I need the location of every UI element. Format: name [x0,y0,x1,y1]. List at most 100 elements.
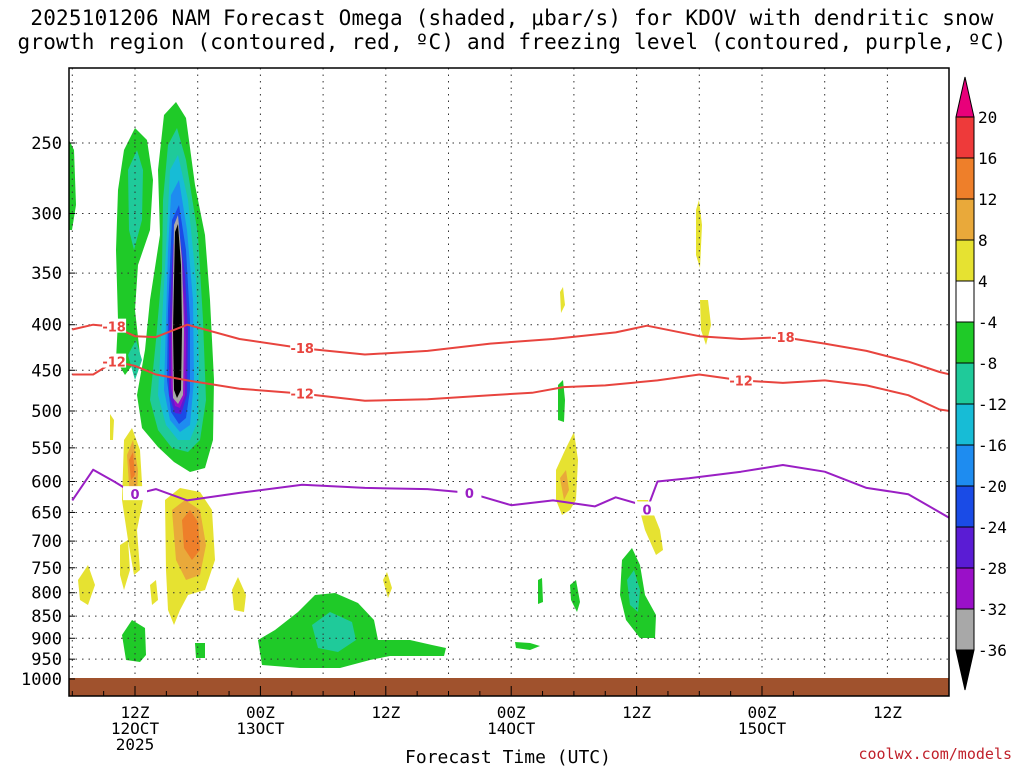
contour-label: 0 [130,488,139,503]
colorbar-arrow-top [955,76,975,118]
x-tick-label: 13OCT [236,719,285,738]
x-axis-label: Forecast Time (UTC) [405,747,611,768]
contour-label-bg [123,486,147,501]
colorbar-swatch [955,567,975,610]
x-tick-label: 00Z [497,703,526,722]
y-tick-label: 250 [31,134,62,154]
colorbar-swatch [955,239,975,282]
omega-region [556,432,578,515]
x-tick-label: 12Z [371,703,400,722]
y-tick-label: 800 [31,584,62,604]
omega-region [515,642,540,650]
colorbar-label: 12 [978,190,997,209]
contour-label: -12 [102,356,126,371]
omega-region-strongest [173,224,182,398]
omega-region [182,510,200,560]
omega-region [383,572,392,598]
colorbar-label: -36 [978,641,1007,660]
y-tick-label: 850 [31,607,62,627]
contour-label: -18 [102,321,126,336]
x-tick-label: 00Z [748,703,777,722]
y-tick-label: 650 [31,503,62,523]
colorbar-swatch [955,280,975,323]
omega-region [560,470,569,500]
contour-label-bg [102,318,127,333]
omega-region [120,540,130,590]
colorbar-swatch [955,608,975,651]
colorbar-swatch [955,116,975,159]
x-tick-label: 12Z [121,703,150,722]
colorbar-label: -28 [978,559,1007,578]
colorbar-swatch [955,157,975,200]
contour-label-bg [770,329,795,344]
contour-line-minus18 [72,323,949,376]
y-tick-label: 750 [31,559,62,579]
colorbar-label: -32 [978,600,1007,619]
y-tick-label: 350 [31,264,62,284]
x-tick-label: 15OCT [738,719,787,738]
ground-strip [69,678,949,696]
colorbar-swatch [955,321,975,364]
x-tick-label: 00Z [246,703,275,722]
colorbar-swatch [955,403,975,446]
contour-line-minus12 [72,360,949,412]
omega-region [538,578,543,604]
colorbar-swatch [955,526,975,569]
title-line-1: 2025101206 NAM Forecast Omega (shaded, μ… [30,6,994,30]
x-tick-label: 2025 [116,735,155,754]
y-tick-label: 700 [31,532,62,552]
omega-region [560,287,565,313]
colorbar: 20 16 12 8 4 -4 -8 -12 -16 -20 -24 -28 -32 -36 [955,76,1007,691]
colorbar-swatch [955,485,975,528]
colorbar-label: 8 [978,231,988,250]
x-tick-label: 14OCT [487,719,536,738]
contour-label: -18 [771,331,795,346]
contour-label: 0 [465,487,474,502]
plot-frame [68,67,950,697]
colorbar-swatch [955,444,975,487]
contour-label-bg [290,385,315,400]
y-tick-label: 400 [31,316,62,336]
colorbar-arrow-bottom [955,649,975,691]
colorbar-label: -12 [978,395,1007,414]
y-tick-label: 500 [31,402,62,422]
colorbar-label: -20 [978,477,1007,496]
credit-text: coolwx.com/models [858,745,1012,763]
colorbar-label: -4 [978,313,997,332]
y-tick-label: 950 [31,650,62,670]
omega-region [122,428,143,575]
y-tick-label: 550 [31,439,62,459]
grid [69,68,949,696]
colorbar-swatch [955,362,975,405]
contour-label: 0 [643,503,652,518]
title-line-2: growth region (contoured, red, ºC) and f… [17,30,1007,54]
colorbar-label: -24 [978,518,1007,537]
y-tick-label: 600 [31,472,62,492]
y-tick-label: 1000 [21,670,62,690]
contour-label: -12 [729,374,753,389]
colorbar-label: -8 [978,354,997,373]
contour-label-bg [102,353,127,368]
omega-region [128,340,142,380]
omega-region [696,200,702,268]
x-tick-label: 12OCT [111,719,160,738]
plot-area: -18 -18 -18 -12 -12 -12 0 0 0 [69,68,949,696]
colorbar-label: 4 [978,272,988,291]
omega-region [78,565,95,605]
y-tick-label: 300 [31,204,62,224]
contour-label: -12 [290,388,314,403]
colorbar-label: 16 [978,149,997,168]
contour-label-bg [457,484,482,499]
colorbar-label: 20 [978,108,997,127]
contour-label: -18 [290,342,314,357]
omega-region [128,150,143,250]
omega-region [232,577,246,612]
omega-region [700,300,711,345]
omega-shading [69,102,711,668]
y-tick-label: 450 [31,361,62,381]
contour-label-bg [635,501,660,516]
x-tick-label: 12Z [622,703,651,722]
contour-line-0 [71,464,949,519]
